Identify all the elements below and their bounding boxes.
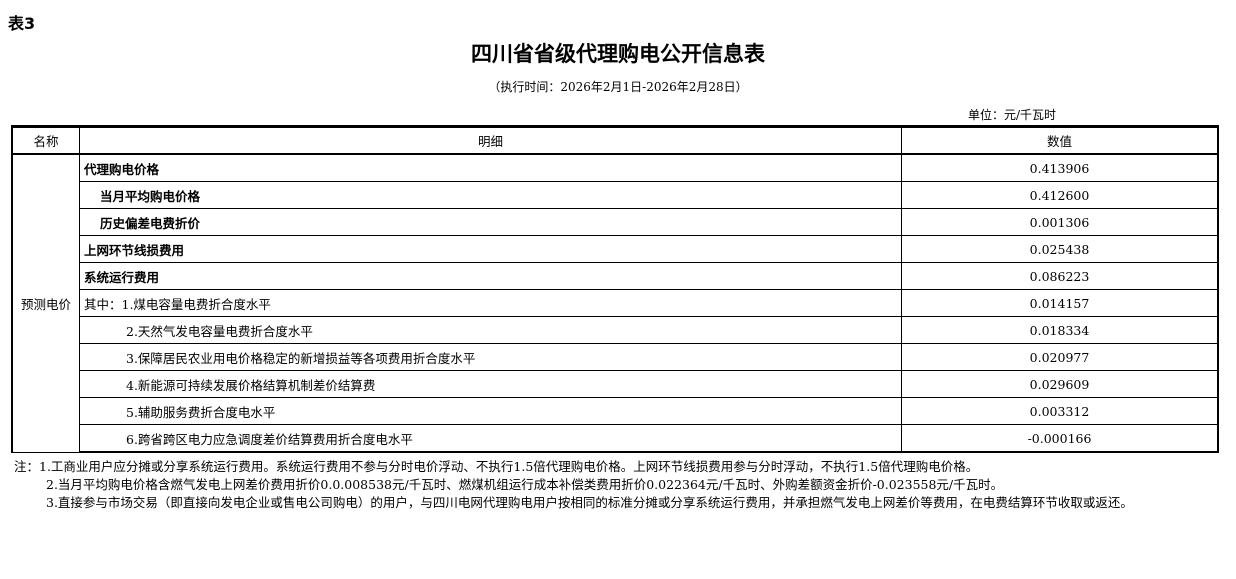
value-cell: 0.086223 xyxy=(901,262,1219,290)
value-cell: 0.413906 xyxy=(901,153,1219,182)
detail-cell: 上网环节线损费用 xyxy=(79,235,902,263)
table-row: 4.新能源可持续发展价格结算机制差价结算费 0.029609 xyxy=(12,370,1219,398)
detail-cell: 历史偏差电费折价 xyxy=(79,208,902,236)
table-row: 系统运行费用 0.086223 xyxy=(12,262,1219,290)
table-row: 5.辅助服务费折合度电水平 0.003312 xyxy=(12,397,1219,425)
table-row: 历史偏差电费折价 0.001306 xyxy=(12,208,1219,236)
value-cell: 0.018334 xyxy=(901,316,1219,344)
notes: 注：1.工商业用户应分摊或分享系统运行费用。系统运行费用不参与分时电价浮动、不执… xyxy=(14,458,1214,512)
table-row: 上网环节线损费用 0.025438 xyxy=(12,235,1219,263)
table-row: 当月平均购电价格 0.412600 xyxy=(12,181,1219,209)
detail-cell: 当月平均购电价格 xyxy=(79,181,902,209)
value-cell: 0.029609 xyxy=(901,370,1219,398)
header-name: 名称 xyxy=(11,125,80,155)
header-value: 数值 xyxy=(901,125,1219,155)
value-cell: 0.025438 xyxy=(901,235,1219,263)
table-row: 3.保障居民农业用电价格稳定的新增损益等各项费用折合度水平 0.020977 xyxy=(12,343,1219,371)
value-cell: 0.003312 xyxy=(901,397,1219,425)
detail-cell: 其中：1.煤电容量电费折合度水平 xyxy=(79,289,902,317)
value-cell: 0.014157 xyxy=(901,289,1219,317)
page-title: 四川省省级代理购电公开信息表 xyxy=(471,41,765,66)
value-cell: 0.001306 xyxy=(901,208,1219,236)
unit-label: 单位：元/千瓦时 xyxy=(968,108,1057,122)
table-label: 表3 xyxy=(8,14,36,33)
detail-cell: 5.辅助服务费折合度电水平 xyxy=(79,397,902,425)
note-3: 3.直接参与市场交易（即直接向发电企业或售电公司购电）的用户，与四川电网代理购电… xyxy=(46,495,1133,510)
header-row: 名称 明细 数值 xyxy=(11,125,1219,155)
table-row: 其中：1.煤电容量电费折合度水平 0.014157 xyxy=(12,289,1219,317)
table-row: 2.天然气发电容量电费折合度水平 0.018334 xyxy=(12,316,1219,344)
detail-cell: 2.天然气发电容量电费折合度水平 xyxy=(79,316,902,344)
category-cell: 预测电价 xyxy=(11,153,80,453)
value-cell: 0.412600 xyxy=(901,181,1219,209)
value-cell: 0.020977 xyxy=(901,343,1219,371)
execution-period: （执行时间：2026年2月1日-2026年2月28日） xyxy=(488,80,748,94)
value-cell: -0.000166 xyxy=(901,424,1219,453)
detail-cell: 6.跨省跨区电力应急调度差价结算费用折合度电水平 xyxy=(79,424,902,453)
detail-cell: 4.新能源可持续发展价格结算机制差价结算费 xyxy=(79,370,902,398)
table-row: 预测电价 代理购电价格 0.413906 xyxy=(11,153,1219,453)
header-detail: 明细 xyxy=(79,125,902,155)
detail-cell: 系统运行费用 xyxy=(79,262,902,290)
note-1: 注：1.工商业用户应分摊或分享系统运行费用。系统运行费用不参与分时电价浮动、不执… xyxy=(14,459,979,474)
table-row: 6.跨省跨区电力应急调度差价结算费用折合度电水平 -0.000166 xyxy=(12,424,1219,453)
note-2: 2.当月平均购电价格含燃气发电上网差价费用折价0.0.008538元/千瓦时、燃… xyxy=(46,477,1004,492)
detail-cell: 代理购电价格 xyxy=(79,153,902,182)
price-table: 名称 明细 数值 预测电价 代理购电价格 0.413906 当月平均购电价格 0.… xyxy=(11,125,1219,453)
detail-cell: 3.保障居民农业用电价格稳定的新增损益等各项费用折合度水平 xyxy=(79,343,902,371)
